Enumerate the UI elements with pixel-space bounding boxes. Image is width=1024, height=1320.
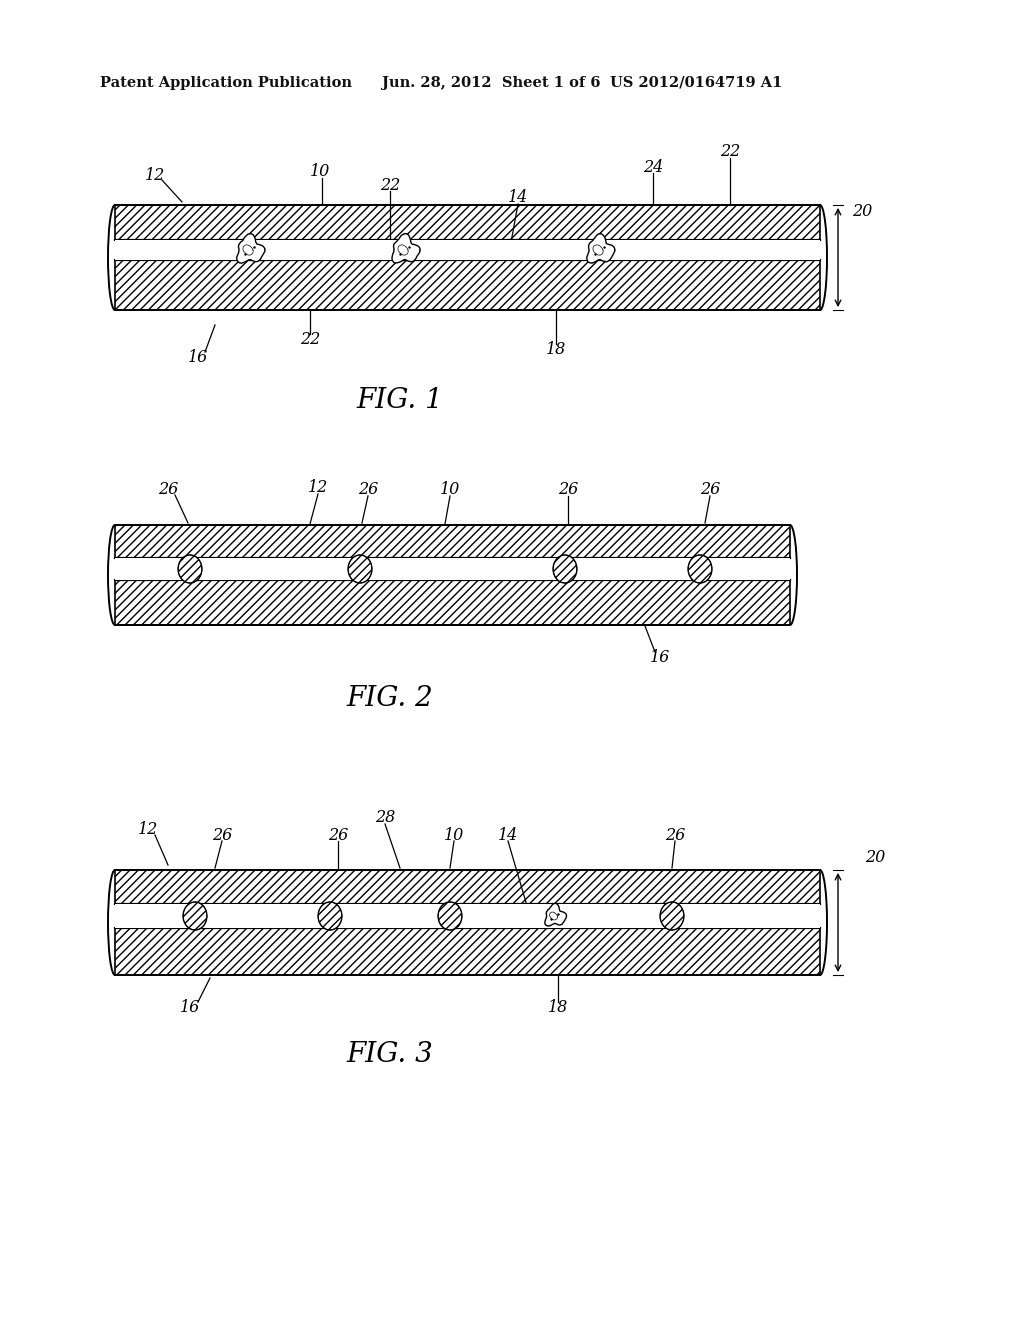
Text: 16: 16 [180,999,200,1016]
Text: 12: 12 [138,821,158,838]
Bar [115,870,820,904]
Text: Jun. 28, 2012  Sheet 1 of 6: Jun. 28, 2012 Sheet 1 of 6 [382,77,600,90]
Text: 12: 12 [144,166,165,183]
Bar [115,904,820,928]
Text: 18: 18 [548,999,568,1016]
Ellipse shape [318,902,342,931]
Text: 22: 22 [300,331,321,348]
Text: US 2012/0164719 A1: US 2012/0164719 A1 [610,77,782,90]
Text: 22: 22 [720,144,740,161]
Text: FIG. 1: FIG. 1 [356,387,443,413]
Text: 22: 22 [380,177,400,194]
Ellipse shape [178,554,202,583]
Text: 12: 12 [308,479,328,496]
Bar [115,928,820,975]
Polygon shape [392,234,420,263]
Text: 14: 14 [498,826,518,843]
Text: 18: 18 [546,342,566,359]
Ellipse shape [438,902,462,931]
Bar [115,525,790,558]
Text: 24: 24 [643,158,664,176]
Text: FIG. 3: FIG. 3 [347,1041,433,1068]
Polygon shape [237,234,265,263]
Polygon shape [587,234,615,263]
Text: 28: 28 [375,809,395,826]
Bar [115,260,820,310]
Text: Patent Application Publication: Patent Application Publication [100,77,352,90]
Text: 20: 20 [852,203,872,220]
Text: 10: 10 [310,164,330,181]
Bar [115,579,790,624]
Text: 26: 26 [558,482,579,499]
Text: 26: 26 [328,826,348,843]
Text: 16: 16 [650,649,670,667]
Text: 16: 16 [187,348,208,366]
Bar [115,240,820,260]
Text: 26: 26 [357,482,378,499]
Ellipse shape [183,902,207,931]
Text: 26: 26 [212,826,232,843]
Text: 26: 26 [699,482,720,499]
Text: FIG. 2: FIG. 2 [347,685,433,711]
Text: 10: 10 [440,482,460,499]
Text: 14: 14 [508,190,528,206]
Ellipse shape [553,554,577,583]
Bar [115,558,790,579]
Polygon shape [545,903,566,925]
Text: 20: 20 [865,850,885,866]
Text: 10: 10 [443,826,464,843]
Ellipse shape [660,902,684,931]
Ellipse shape [688,554,712,583]
Text: 26: 26 [158,482,178,499]
Bar [115,205,820,240]
Ellipse shape [348,554,372,583]
Text: 26: 26 [665,826,685,843]
